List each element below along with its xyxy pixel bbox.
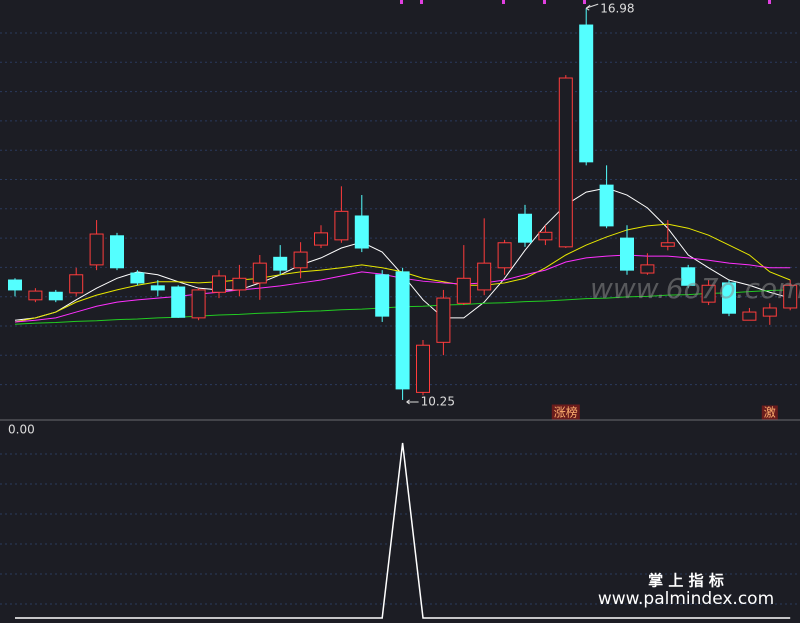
event-tag: 涨榜 — [554, 405, 578, 420]
watermark: www.6o7o.com — [590, 272, 800, 305]
candle-body — [334, 210, 349, 241]
candle-body — [314, 232, 328, 246]
candle-body — [130, 272, 145, 284]
candle-body — [232, 277, 247, 291]
signal-marker — [400, 0, 403, 4]
indicator-value: 0.00 — [8, 423, 35, 437]
candle-body — [701, 284, 716, 303]
min-pointer — [406, 399, 419, 405]
candle-body — [28, 290, 43, 301]
candle-body — [48, 291, 63, 301]
candle-body — [171, 286, 186, 318]
candle-body — [69, 274, 84, 294]
candle-body — [273, 256, 288, 271]
signal-marker — [543, 0, 546, 4]
candle-body — [89, 233, 104, 266]
candle-body — [436, 297, 451, 343]
candle-body — [599, 184, 614, 227]
candle-body — [722, 282, 736, 314]
signal-marker — [420, 0, 423, 4]
candle-body — [375, 274, 390, 317]
watermark-brand: 掌 上 指 标 — [648, 572, 724, 590]
indicator-line — [15, 442, 791, 619]
candle-body — [538, 231, 553, 241]
candle-body — [558, 77, 573, 248]
max-pointer — [585, 3, 599, 11]
candle-body — [395, 271, 410, 390]
candle-body — [191, 289, 206, 319]
signal-marker — [502, 0, 505, 4]
candle-body — [742, 311, 757, 321]
candle-body — [762, 307, 777, 317]
candle-body — [660, 242, 675, 247]
candle-body — [456, 277, 471, 304]
candle-body — [354, 215, 369, 249]
signal-marker — [583, 0, 586, 4]
candle-body — [640, 264, 655, 274]
signal-markers — [400, 0, 771, 4]
watermark-url: www.palmindex.com — [598, 589, 774, 609]
candle-body — [477, 262, 492, 291]
candle-body — [681, 267, 696, 286]
candle-body — [416, 344, 430, 393]
candle-body — [293, 251, 308, 269]
candle-body — [497, 242, 512, 269]
candle-body — [150, 285, 165, 291]
candle-body — [212, 275, 226, 293]
event-tag-box — [761, 405, 778, 420]
max-label: 16.98 — [600, 2, 634, 16]
candle-body — [8, 279, 22, 291]
signal-marker — [768, 0, 771, 4]
candle-body — [252, 262, 267, 284]
min-label: 10.25 — [421, 394, 455, 408]
event-tag: 激 — [764, 406, 776, 420]
candle-body — [783, 284, 798, 309]
event-tag-box — [551, 404, 580, 420]
candle-body — [110, 235, 124, 269]
candle-body — [518, 213, 532, 243]
candle-body — [620, 237, 634, 271]
candle-body — [579, 24, 594, 163]
